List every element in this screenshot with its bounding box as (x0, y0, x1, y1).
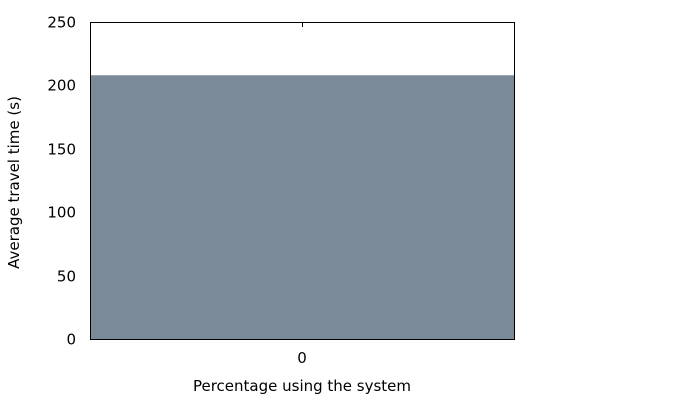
x-tick-label: 0 (297, 349, 307, 367)
y-axis-title: Average travel time (s) (5, 96, 23, 269)
bar-0 (90, 75, 514, 340)
x-axis-ticks: 0 (297, 22, 307, 367)
x-axis-title: Percentage using the system (193, 377, 411, 395)
y-tick-label: 150 (47, 141, 76, 159)
y-tick-label: 0 (66, 331, 76, 349)
y-tick-label: 100 (47, 204, 76, 222)
y-tick-label: 200 (47, 77, 76, 95)
bars-layer (90, 75, 514, 340)
y-tick-label: 250 (47, 14, 76, 32)
y-tick-label: 50 (57, 268, 76, 286)
y-axis-ticks: 0 50 100 150 200 250 (47, 14, 76, 349)
